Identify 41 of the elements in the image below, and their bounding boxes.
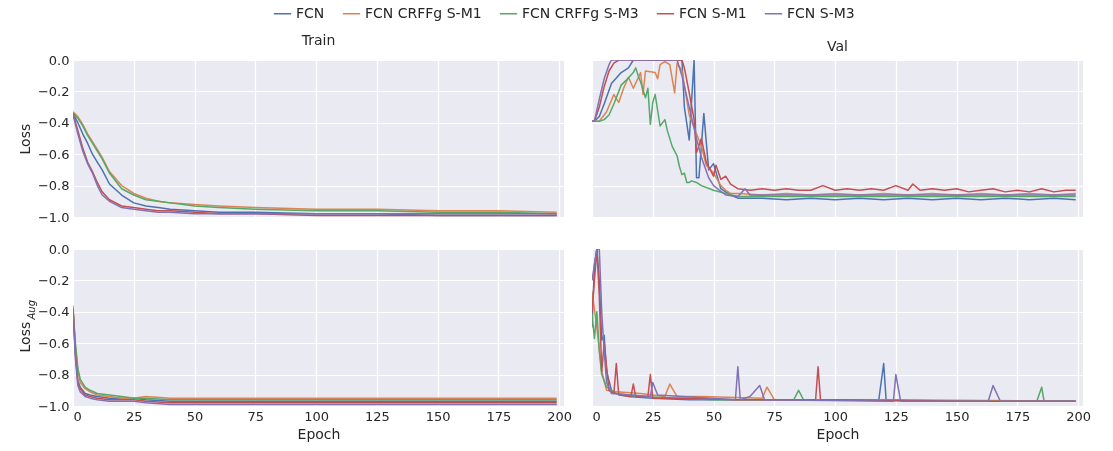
x-tick-label: 100 bbox=[304, 408, 329, 424]
y-tick-label: −0.2 bbox=[37, 83, 70, 99]
x-tick-label: 50 bbox=[705, 408, 723, 424]
x-tick-label: 125 bbox=[883, 408, 909, 424]
x-tick-label: 150 bbox=[425, 408, 451, 424]
x-tick-label: 0 bbox=[73, 408, 82, 424]
y-tick-label: −0.6 bbox=[37, 146, 70, 162]
x-tick-label: 0 bbox=[592, 408, 601, 424]
y-axis-title: Loss bbox=[17, 123, 33, 155]
x-tick-label: 25 bbox=[125, 408, 143, 424]
y-tick-label: −0.4 bbox=[37, 304, 70, 320]
x-tick-label: 75 bbox=[247, 408, 265, 424]
x-tick-label: 175 bbox=[486, 408, 512, 424]
y-axis-title: LossAug bbox=[17, 300, 37, 353]
legend-label: FCN S-M1 bbox=[679, 4, 747, 21]
chart-title: Train bbox=[300, 32, 336, 48]
chart-title: Val bbox=[827, 38, 848, 54]
y-tick-label: −0.8 bbox=[37, 367, 70, 383]
x-tick-label: 100 bbox=[823, 408, 848, 424]
x-tick-label: 50 bbox=[186, 408, 204, 424]
legend-label: FCN S-M3 bbox=[787, 4, 855, 21]
y-tick-label: 0.0 bbox=[48, 52, 70, 68]
x-tick-label: 200 bbox=[1066, 408, 1092, 424]
y-tick-label: −0.4 bbox=[37, 115, 70, 131]
x-tick-label: 25 bbox=[644, 408, 662, 424]
legend-label: FCN CRFFg S-M3 bbox=[522, 4, 639, 21]
x-tick-label: 75 bbox=[766, 408, 784, 424]
y-tick-label: −1.0 bbox=[37, 398, 70, 414]
legend-label: FCN bbox=[296, 4, 325, 21]
x-axis-title: Epoch bbox=[297, 425, 341, 442]
x-axis-title: Epoch bbox=[816, 425, 860, 442]
y-tick-label: −0.8 bbox=[37, 178, 70, 194]
legend-label: FCN CRFFg S-M1 bbox=[365, 4, 482, 21]
y-tick-label: −0.6 bbox=[37, 335, 70, 351]
x-tick-label: 200 bbox=[547, 408, 573, 424]
y-tick-label: −1.0 bbox=[37, 209, 70, 225]
y-tick-label: −0.2 bbox=[37, 272, 70, 288]
x-tick-label: 150 bbox=[944, 408, 970, 424]
y-tick-label: 0.0 bbox=[48, 241, 70, 257]
x-tick-label: 175 bbox=[1005, 408, 1031, 424]
x-tick-label: 125 bbox=[364, 408, 390, 424]
